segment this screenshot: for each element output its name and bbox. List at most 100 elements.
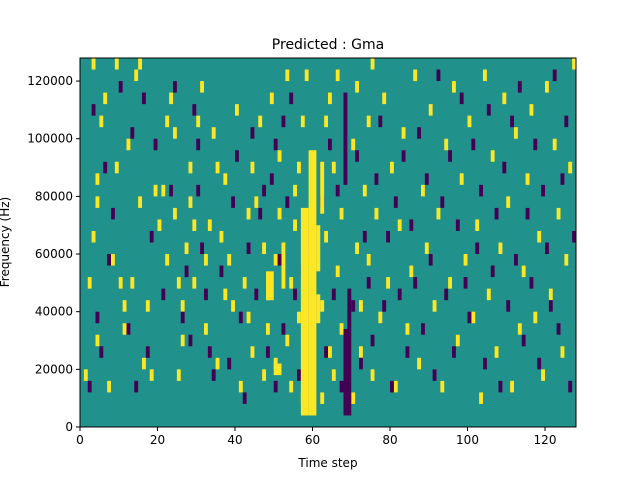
heatmap-cell-high: [378, 311, 383, 324]
heatmap-cell-low: [362, 230, 367, 243]
heatmap-cell-low: [417, 127, 421, 139]
heatmap-cell-high: [238, 380, 243, 393]
heatmap-band-high: [316, 294, 321, 324]
heatmap-cell-high: [192, 219, 197, 231]
heatmap-cell-high: [545, 81, 549, 93]
heatmap-cell-low: [335, 184, 340, 197]
heatmap-cell-low: [254, 288, 259, 301]
x-axis-label: Time step: [297, 456, 357, 470]
heatmap-cell-low: [211, 369, 216, 381]
heatmap-cell-high: [328, 346, 332, 358]
heatmap-cell-low: [564, 115, 569, 128]
heatmap-cell-low: [293, 288, 297, 301]
heatmap-cell-high: [223, 288, 228, 301]
heatmap-cell-high: [169, 92, 173, 105]
heatmap-cell-high: [250, 346, 255, 358]
heatmap-cell-low: [118, 81, 123, 93]
heatmap-cell-low: [87, 380, 92, 393]
heatmap-cell-low: [568, 380, 573, 393]
heatmap-cell-high: [304, 69, 309, 82]
heatmap-cell-high: [285, 334, 290, 347]
heatmap-cell-high: [366, 254, 371, 266]
heatmap-cell-high: [486, 288, 491, 301]
heatmap-cell-low: [393, 196, 398, 208]
heatmap-cell-high: [421, 184, 425, 197]
y-tick-label: 80000: [35, 189, 73, 203]
x-tick-label: 100: [456, 433, 479, 447]
heatmap-cell-low: [324, 346, 328, 358]
heatmap-band-low: [343, 92, 348, 185]
heatmap-cell-low: [169, 184, 173, 197]
heatmap-cell-low: [219, 265, 224, 278]
heatmap-cell-low: [514, 254, 518, 266]
x-tick-label: 120: [534, 433, 557, 447]
heatmap-cell-low: [506, 300, 511, 312]
heatmap-cell-low: [285, 196, 290, 208]
heatmap-cell-high: [95, 173, 100, 185]
heatmap-cell-low: [262, 184, 266, 197]
heatmap-cell-low: [339, 380, 344, 393]
heatmap-cell-high: [424, 242, 429, 255]
heatmap-cell-high: [258, 115, 263, 128]
heatmap-cell-high: [138, 196, 142, 208]
heatmap-cell-high: [111, 254, 115, 266]
heatmap-cell-low: [556, 323, 561, 335]
heatmap-cell-high: [262, 242, 266, 255]
heatmap-cell-high: [517, 323, 522, 335]
heatmap-cell-high: [204, 323, 208, 335]
heatmap-cell-high: [215, 161, 220, 174]
heatmap-cell-high: [91, 58, 96, 70]
heatmap-cell-low: [529, 277, 534, 289]
heatmap-cell-high: [138, 58, 142, 70]
heatmap-cell-high: [211, 127, 216, 139]
heatmap-cell-high: [277, 207, 282, 220]
heatmap-cell-low: [196, 138, 201, 151]
heatmap-cell-low: [188, 334, 193, 347]
heatmap-cell-low: [153, 138, 158, 151]
heatmap-cell-low: [204, 288, 208, 301]
x-tick-label: 40: [227, 433, 242, 447]
heatmap-cell-low: [483, 357, 487, 370]
heatmap-cell-high: [165, 254, 170, 266]
heatmap-cell-high: [161, 184, 166, 197]
heatmap-cell-high: [498, 242, 503, 255]
heatmap-cell-low: [258, 207, 263, 220]
heatmap-cell-high: [359, 300, 363, 312]
heatmap-cell-high: [525, 173, 530, 185]
heatmap-cell-low: [525, 207, 530, 220]
heatmap-cell-low: [421, 323, 425, 335]
heatmap-cell-high: [320, 300, 325, 312]
heatmap-cell-low: [517, 81, 522, 93]
heatmap-cell-high: [149, 369, 154, 381]
heatmap-band-high: [273, 363, 282, 376]
heatmap-cell-high: [215, 357, 220, 370]
heatmap-cell-high: [297, 311, 301, 324]
heatmap-cell-low: [173, 81, 177, 93]
heatmap-cell-low: [432, 369, 437, 381]
heatmap-cell-high: [339, 323, 344, 335]
heatmap-cell-high: [130, 277, 135, 289]
heatmap-cell-high: [118, 277, 123, 289]
heatmap-cell-high: [359, 346, 363, 358]
heatmap-cell-high: [173, 127, 177, 139]
heatmap-cell-high: [180, 334, 185, 347]
heatmap-cell-low: [142, 92, 146, 105]
heatmap-cell-low: [463, 277, 468, 289]
heatmap-cell-high: [335, 69, 340, 82]
heatmap-cell-high: [227, 254, 232, 266]
heatmap-cell-low: [475, 242, 480, 255]
heatmap-cell-low: [510, 115, 514, 128]
heatmap-cell-high: [246, 311, 251, 324]
x-axis: 0 20 40 60 80 100 120: [76, 427, 556, 447]
heatmap-cell-high: [560, 346, 565, 358]
heatmap-cell-low: [545, 242, 549, 255]
heatmap-cell-high: [204, 254, 208, 266]
heatmap-cell-low: [149, 230, 154, 243]
heatmap-cell-low: [533, 138, 538, 151]
heatmap-cell-low: [382, 300, 387, 312]
heatmap-cell-high: [293, 219, 297, 231]
heatmap-cell-low: [521, 334, 526, 347]
heatmap-cell-low: [560, 173, 565, 185]
heatmap-cell-low: [378, 115, 383, 128]
heatmap-cell-high: [479, 392, 483, 404]
